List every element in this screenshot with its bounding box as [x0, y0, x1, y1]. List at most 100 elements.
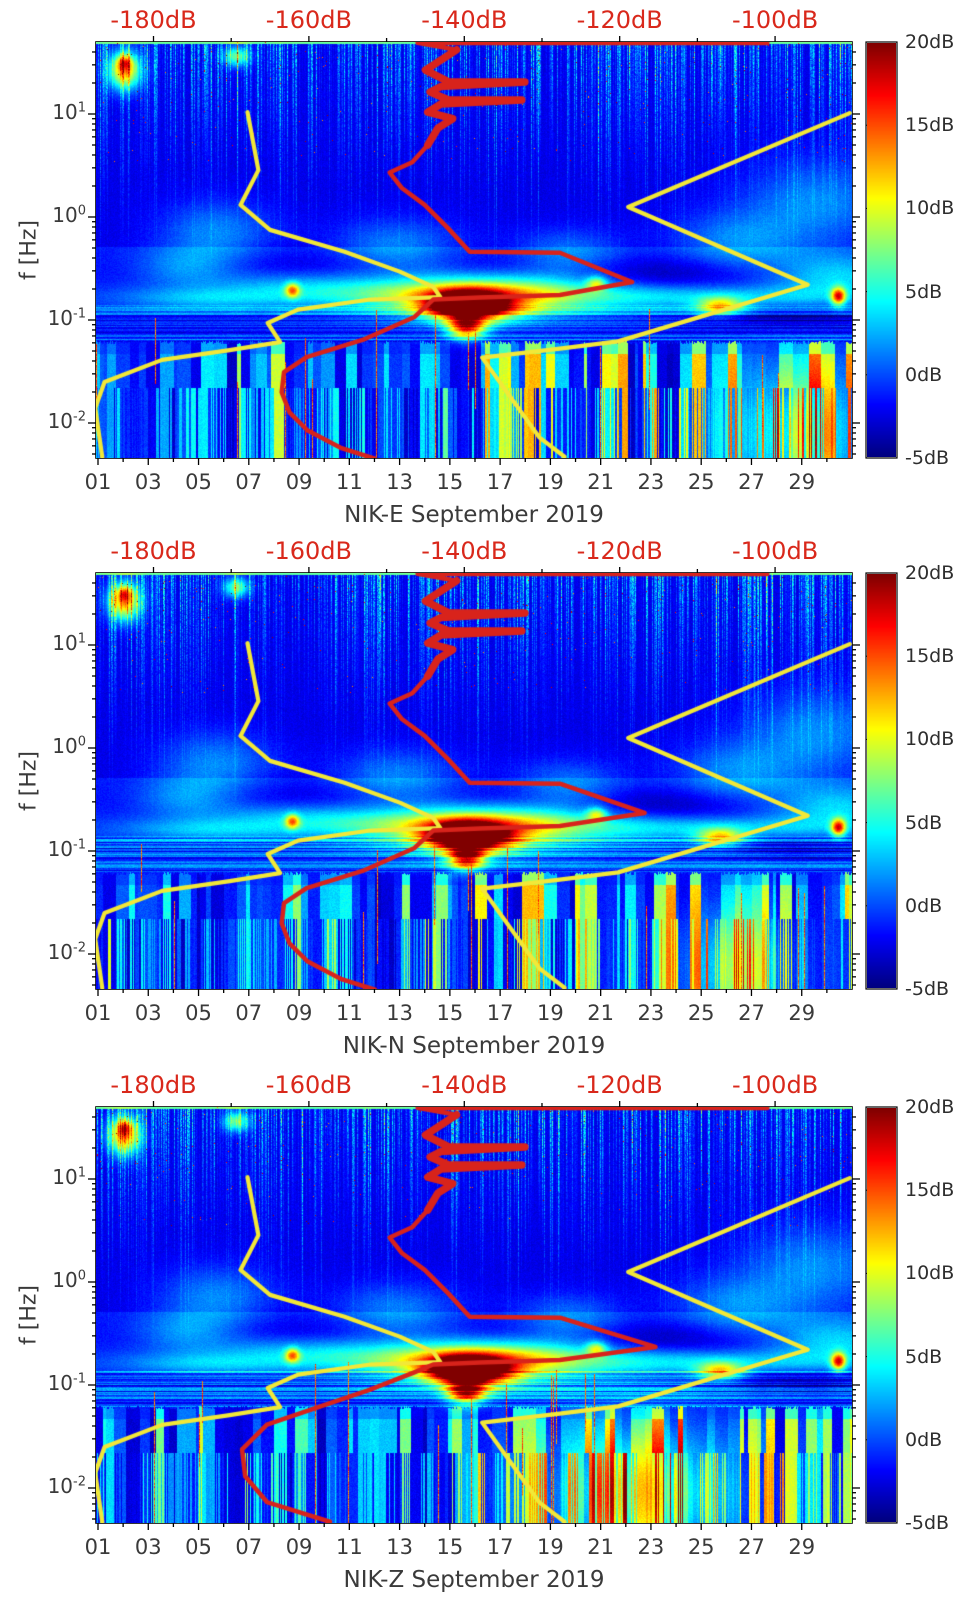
x-tick-label: 11: [335, 1001, 363, 1025]
y-tick-exponent: 0: [77, 734, 86, 750]
x-tick-label: 09: [285, 1001, 313, 1025]
top-axis-db-label: -100dB: [731, 537, 819, 565]
y-tick-base: 10: [47, 1473, 74, 1498]
y-axis-title: f [Hz]: [16, 751, 42, 811]
colorbar-tick-label: 5dB: [905, 280, 943, 303]
top-axis-db-label: -180dB: [110, 537, 197, 565]
x-tick-label: 11: [335, 1535, 363, 1559]
y-tick-exponent: -1: [73, 1371, 86, 1387]
x-tick-label: 01: [84, 1001, 112, 1025]
y-tick-base: 10: [52, 202, 78, 227]
top-axis-db-label: -100dB: [731, 6, 819, 34]
y-tick-exponent: -1: [73, 837, 86, 853]
top-axis-db-label: -120dB: [576, 537, 663, 565]
panel-title: NIK-Z September 2019: [343, 1567, 605, 1593]
colorbar-tick-label: 10dB: [905, 728, 955, 751]
x-tick-label: 25: [687, 470, 715, 494]
x-tick-label: 03: [134, 1001, 162, 1025]
y-tick-label: 10-2: [26, 1474, 86, 1498]
colorbar-tick-label: 5dB: [905, 811, 943, 834]
y-tick-base: 10: [47, 305, 74, 330]
spectrogram-canvas: [96, 1107, 852, 1523]
top-axis-db-label: -160dB: [265, 537, 352, 565]
colorbar-tick-label: 0dB: [905, 894, 943, 917]
x-tick-label: 07: [235, 1001, 263, 1025]
colorbar-gradient: [867, 574, 896, 988]
top-axis-db-label: -100dB: [731, 1071, 819, 1099]
y-tick-base: 10: [47, 836, 74, 861]
y-tick-label: 10-2: [26, 940, 86, 964]
x-tick-label: 07: [235, 1535, 263, 1559]
x-tick-label: 21: [587, 1001, 615, 1025]
colorbar-tick-label: -5dB: [905, 447, 950, 469]
colorbar-tick-label: -5dB: [905, 978, 950, 1000]
y-tick-exponent: 0: [77, 1268, 86, 1284]
y-tick-base: 10: [47, 939, 74, 964]
y-tick-exponent: -2: [73, 940, 86, 956]
colorbar-tick-label: 15dB: [905, 1179, 955, 1202]
y-tick-label: 101: [26, 631, 86, 655]
x-tick-label: 01: [84, 1535, 112, 1559]
x-tick-label: 19: [537, 1001, 564, 1025]
y-tick-base: 10: [52, 99, 78, 124]
x-tick-label: 17: [486, 1001, 514, 1025]
y-axis-title: f [Hz]: [16, 1285, 42, 1345]
top-axis-db-label: -140dB: [421, 537, 508, 565]
x-tick-label: 21: [587, 1535, 615, 1559]
y-tick-exponent: -1: [73, 306, 86, 322]
x-tick-label: 11: [335, 470, 363, 494]
x-tick-label: 17: [486, 470, 514, 494]
top-axis-db-label: -120dB: [576, 6, 663, 34]
x-tick-label: 27: [738, 470, 765, 494]
top-axis-db-label: -180dB: [110, 6, 197, 34]
spectrogram-canvas: [96, 42, 852, 458]
x-tick-label: 29: [788, 470, 816, 494]
x-tick-label: 25: [687, 1001, 715, 1025]
x-tick-label: 03: [134, 470, 162, 494]
y-tick-label: 10-2: [26, 409, 86, 433]
top-axis-db-label: -140dB: [421, 1071, 508, 1099]
y-axis-title: f [Hz]: [16, 220, 42, 280]
y-tick-label: 100: [26, 734, 86, 758]
colorbar-gradient: [867, 1108, 896, 1522]
colorbar-tick-label: 20dB: [905, 562, 955, 584]
x-tick-label: 15: [436, 1001, 464, 1025]
colorbar-tick-label: 15dB: [905, 114, 955, 137]
colorbar-tick-label: 15dB: [905, 645, 955, 668]
x-tick-label: 23: [637, 1001, 665, 1025]
x-tick-label: 19: [537, 470, 564, 494]
x-tick-label: 23: [637, 470, 665, 494]
x-tick-label: 05: [185, 1001, 212, 1025]
y-tick-exponent: -2: [73, 409, 86, 425]
panel-title: NIK-E September 2019: [344, 502, 604, 528]
top-axis-db-label: -160dB: [265, 6, 352, 34]
y-tick-base: 10: [52, 733, 78, 758]
x-tick-label: 05: [185, 1535, 212, 1559]
y-tick-exponent: 1: [77, 631, 86, 647]
colorbar-tick-label: 0dB: [905, 363, 943, 386]
colorbar-tick-label: 10dB: [905, 197, 955, 220]
colorbar-tick-label: 0dB: [905, 1428, 943, 1451]
colorbar-tick-label: -5dB: [905, 1512, 950, 1534]
y-tick-label: 10-1: [26, 837, 86, 861]
y-tick-label: 101: [26, 1165, 86, 1189]
x-tick-label: 07: [235, 470, 263, 494]
y-tick-exponent: 0: [77, 203, 86, 219]
panel-title: NIK-N September 2019: [342, 1033, 606, 1059]
y-tick-label: 100: [26, 203, 86, 227]
y-tick-exponent: 1: [77, 1165, 86, 1181]
y-tick-base: 10: [52, 630, 78, 655]
y-tick-label: 101: [26, 100, 86, 124]
x-tick-label: 29: [788, 1001, 816, 1025]
y-tick-exponent: -2: [73, 1474, 86, 1490]
x-tick-label: 21: [587, 470, 615, 494]
x-tick-label: 01: [84, 470, 112, 494]
x-tick-label: 09: [285, 1535, 313, 1559]
y-tick-exponent: 1: [77, 100, 86, 116]
x-tick-label: 15: [436, 470, 464, 494]
colorbar-gradient: [867, 43, 896, 457]
top-axis-db-label: -160dB: [265, 1071, 352, 1099]
y-tick-label: 100: [26, 1268, 86, 1292]
x-tick-label: 29: [788, 1535, 816, 1559]
x-tick-label: 27: [738, 1535, 765, 1559]
